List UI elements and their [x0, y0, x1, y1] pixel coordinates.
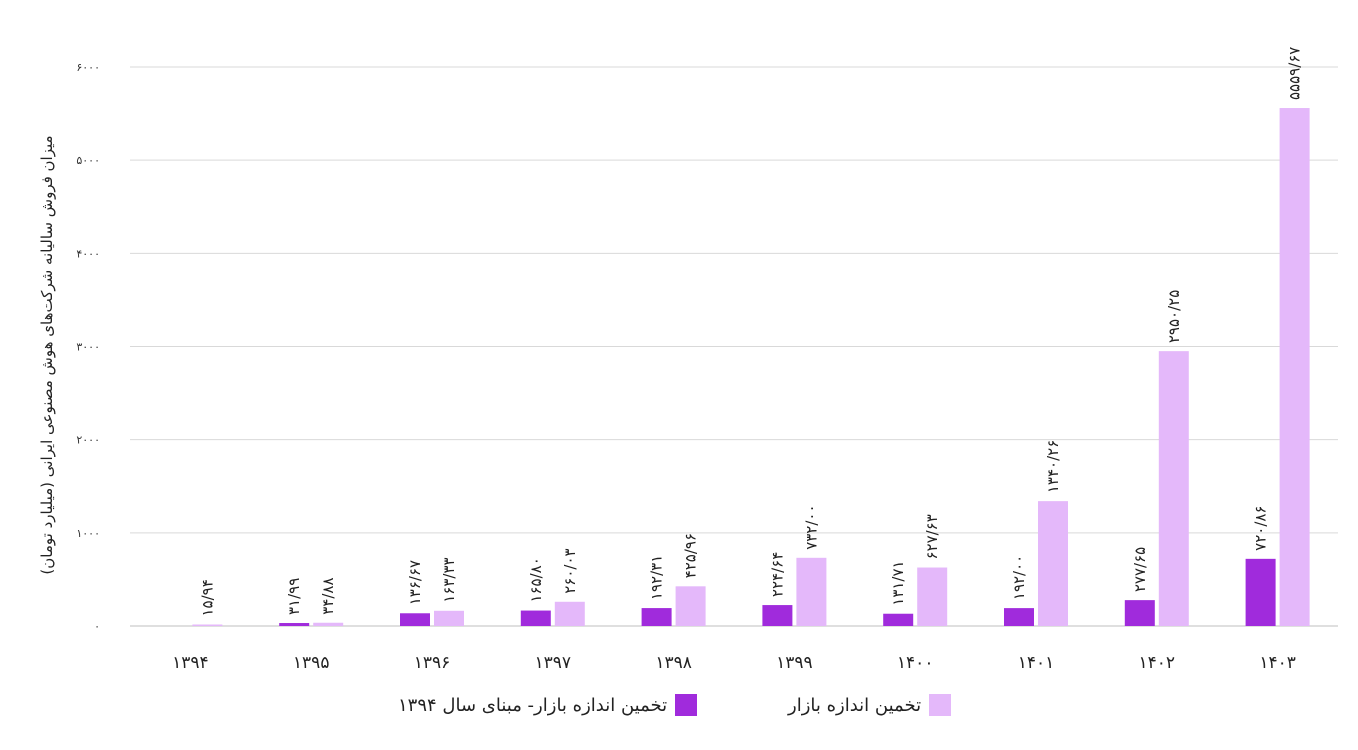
y-tick-label: ۵۰۰۰: [76, 154, 100, 167]
data-label: ۱۵/۹۴: [198, 579, 216, 616]
bar: [1279, 108, 1310, 627]
y-tick-label: ۰: [94, 620, 100, 633]
bar: [1158, 351, 1189, 626]
data-label: ۱۶۵/۸۰: [527, 557, 545, 602]
bar: [641, 608, 672, 626]
legend-swatch-market: [929, 694, 952, 716]
data-label: ۳۴/۸۸: [319, 577, 337, 614]
data-label: ۱۳۴۰/۲۶: [1044, 440, 1062, 493]
data-label: ۷۲۰/۸۶: [1252, 505, 1270, 550]
legend-item-baseline: تخمین اندازه بازار- مبنای سال ۱۳۹۴: [398, 690, 698, 720]
bar: [917, 567, 948, 626]
data-label: ۷۳۲/۰۰: [802, 504, 820, 549]
bar: [762, 605, 793, 626]
data-label: ۱۹۲/۳۱: [648, 555, 666, 600]
legend-item-market: تخمین اندازه بازار: [788, 690, 952, 720]
y-axis-label: میزان فروش سالیانه شرکت‌های هوش مصنوعی ا…: [38, 135, 56, 574]
bar: [192, 624, 223, 626]
bar: [434, 610, 464, 626]
x-category-label: ۱۳۹۸: [655, 653, 692, 673]
data-label: ۲۷۷/۶۵: [1131, 547, 1149, 592]
bar: [675, 586, 706, 626]
data-label: ۲۹۵۰/۲۵: [1165, 290, 1183, 343]
bar: [400, 613, 430, 626]
data-label: ۵۵۵۹/۶۷: [1286, 47, 1304, 100]
bar: [554, 601, 585, 626]
bar: [1038, 501, 1068, 626]
y-tick-label: ۳۰۰۰: [76, 341, 100, 354]
x-category-label: ۱۳۹۹: [776, 653, 813, 673]
y-tick-label: ۶۰۰۰: [76, 61, 100, 74]
legend-label-market: تخمین اندازه بازار: [788, 694, 922, 716]
data-label: ۱۳۱/۷۱: [889, 560, 907, 605]
data-label: ۴۲۵/۹۶: [682, 533, 700, 578]
data-label: ۱۶۳/۳۳: [440, 557, 458, 602]
data-label: ۲۲۴/۶۴: [768, 552, 786, 597]
data-labels: ۱۵/۹۴ ۳۱/۹۹ ۳۴/۸۸ ۱۳۶/۶۷ ۱۶۳/۳۳ ۱۶۵/۸۰ ۲۶۰/۰۳ ۱…: [198, 47, 1303, 617]
bar: [1124, 600, 1155, 626]
y-tick-label: ۲۰۰۰: [76, 434, 100, 447]
bar: [1245, 558, 1276, 626]
bar: [796, 557, 827, 626]
legend-swatch-baseline: [675, 694, 698, 716]
data-label: ۱۳۶/۶۷: [406, 560, 424, 605]
data-label: ۲۶۰/۰۳: [561, 548, 579, 593]
bar: [883, 613, 914, 626]
x-category-label: ۱۴۰۲: [1139, 653, 1176, 673]
bars: [192, 108, 1310, 627]
data-label: ۱۹۲/۰۰: [1010, 555, 1028, 600]
data-label: ۳۱/۹۹: [285, 578, 303, 615]
data-label: ۶۲۷/۶۳: [923, 514, 941, 559]
x-category-label: ۱۴۰۱: [1018, 653, 1055, 673]
x-category-label: ۱۳۹۷: [535, 653, 572, 673]
x-category-label: ۱۳۹۵: [293, 653, 330, 673]
x-axis-categories: ۱۳۹۴ ۱۳۹۵ ۱۳۹۶ ۱۳۹۷ ۱۳۹۸ ۱۳۹۹ ۱۴۰۰ ۱۴۰۱ ۱۴۰۲ ۱۴۰۳: [172, 653, 1296, 673]
legend-label-baseline: تخمین اندازه بازار- مبنای سال ۱۳۹۴: [398, 694, 668, 716]
x-category-label: ۱۴۰۰: [897, 653, 934, 673]
x-category-label: ۱۳۹۴: [172, 653, 209, 673]
grid-lines: [130, 66, 1338, 627]
x-category-label: ۱۴۰۳: [1259, 653, 1296, 673]
x-category-label: ۱۳۹۶: [414, 653, 451, 673]
bar: [520, 610, 551, 626]
y-tick-label: ۴۰۰۰: [76, 247, 100, 260]
y-tick-label: ۱۰۰۰: [76, 527, 100, 540]
bar: [279, 623, 310, 626]
y-axis-ticks: ۰ ۱۰۰۰ ۲۰۰۰ ۳۰۰۰ ۴۰۰۰ ۵۰۰۰ ۶۰۰۰: [76, 61, 100, 633]
bar: [1004, 608, 1034, 626]
bar: [313, 622, 344, 626]
